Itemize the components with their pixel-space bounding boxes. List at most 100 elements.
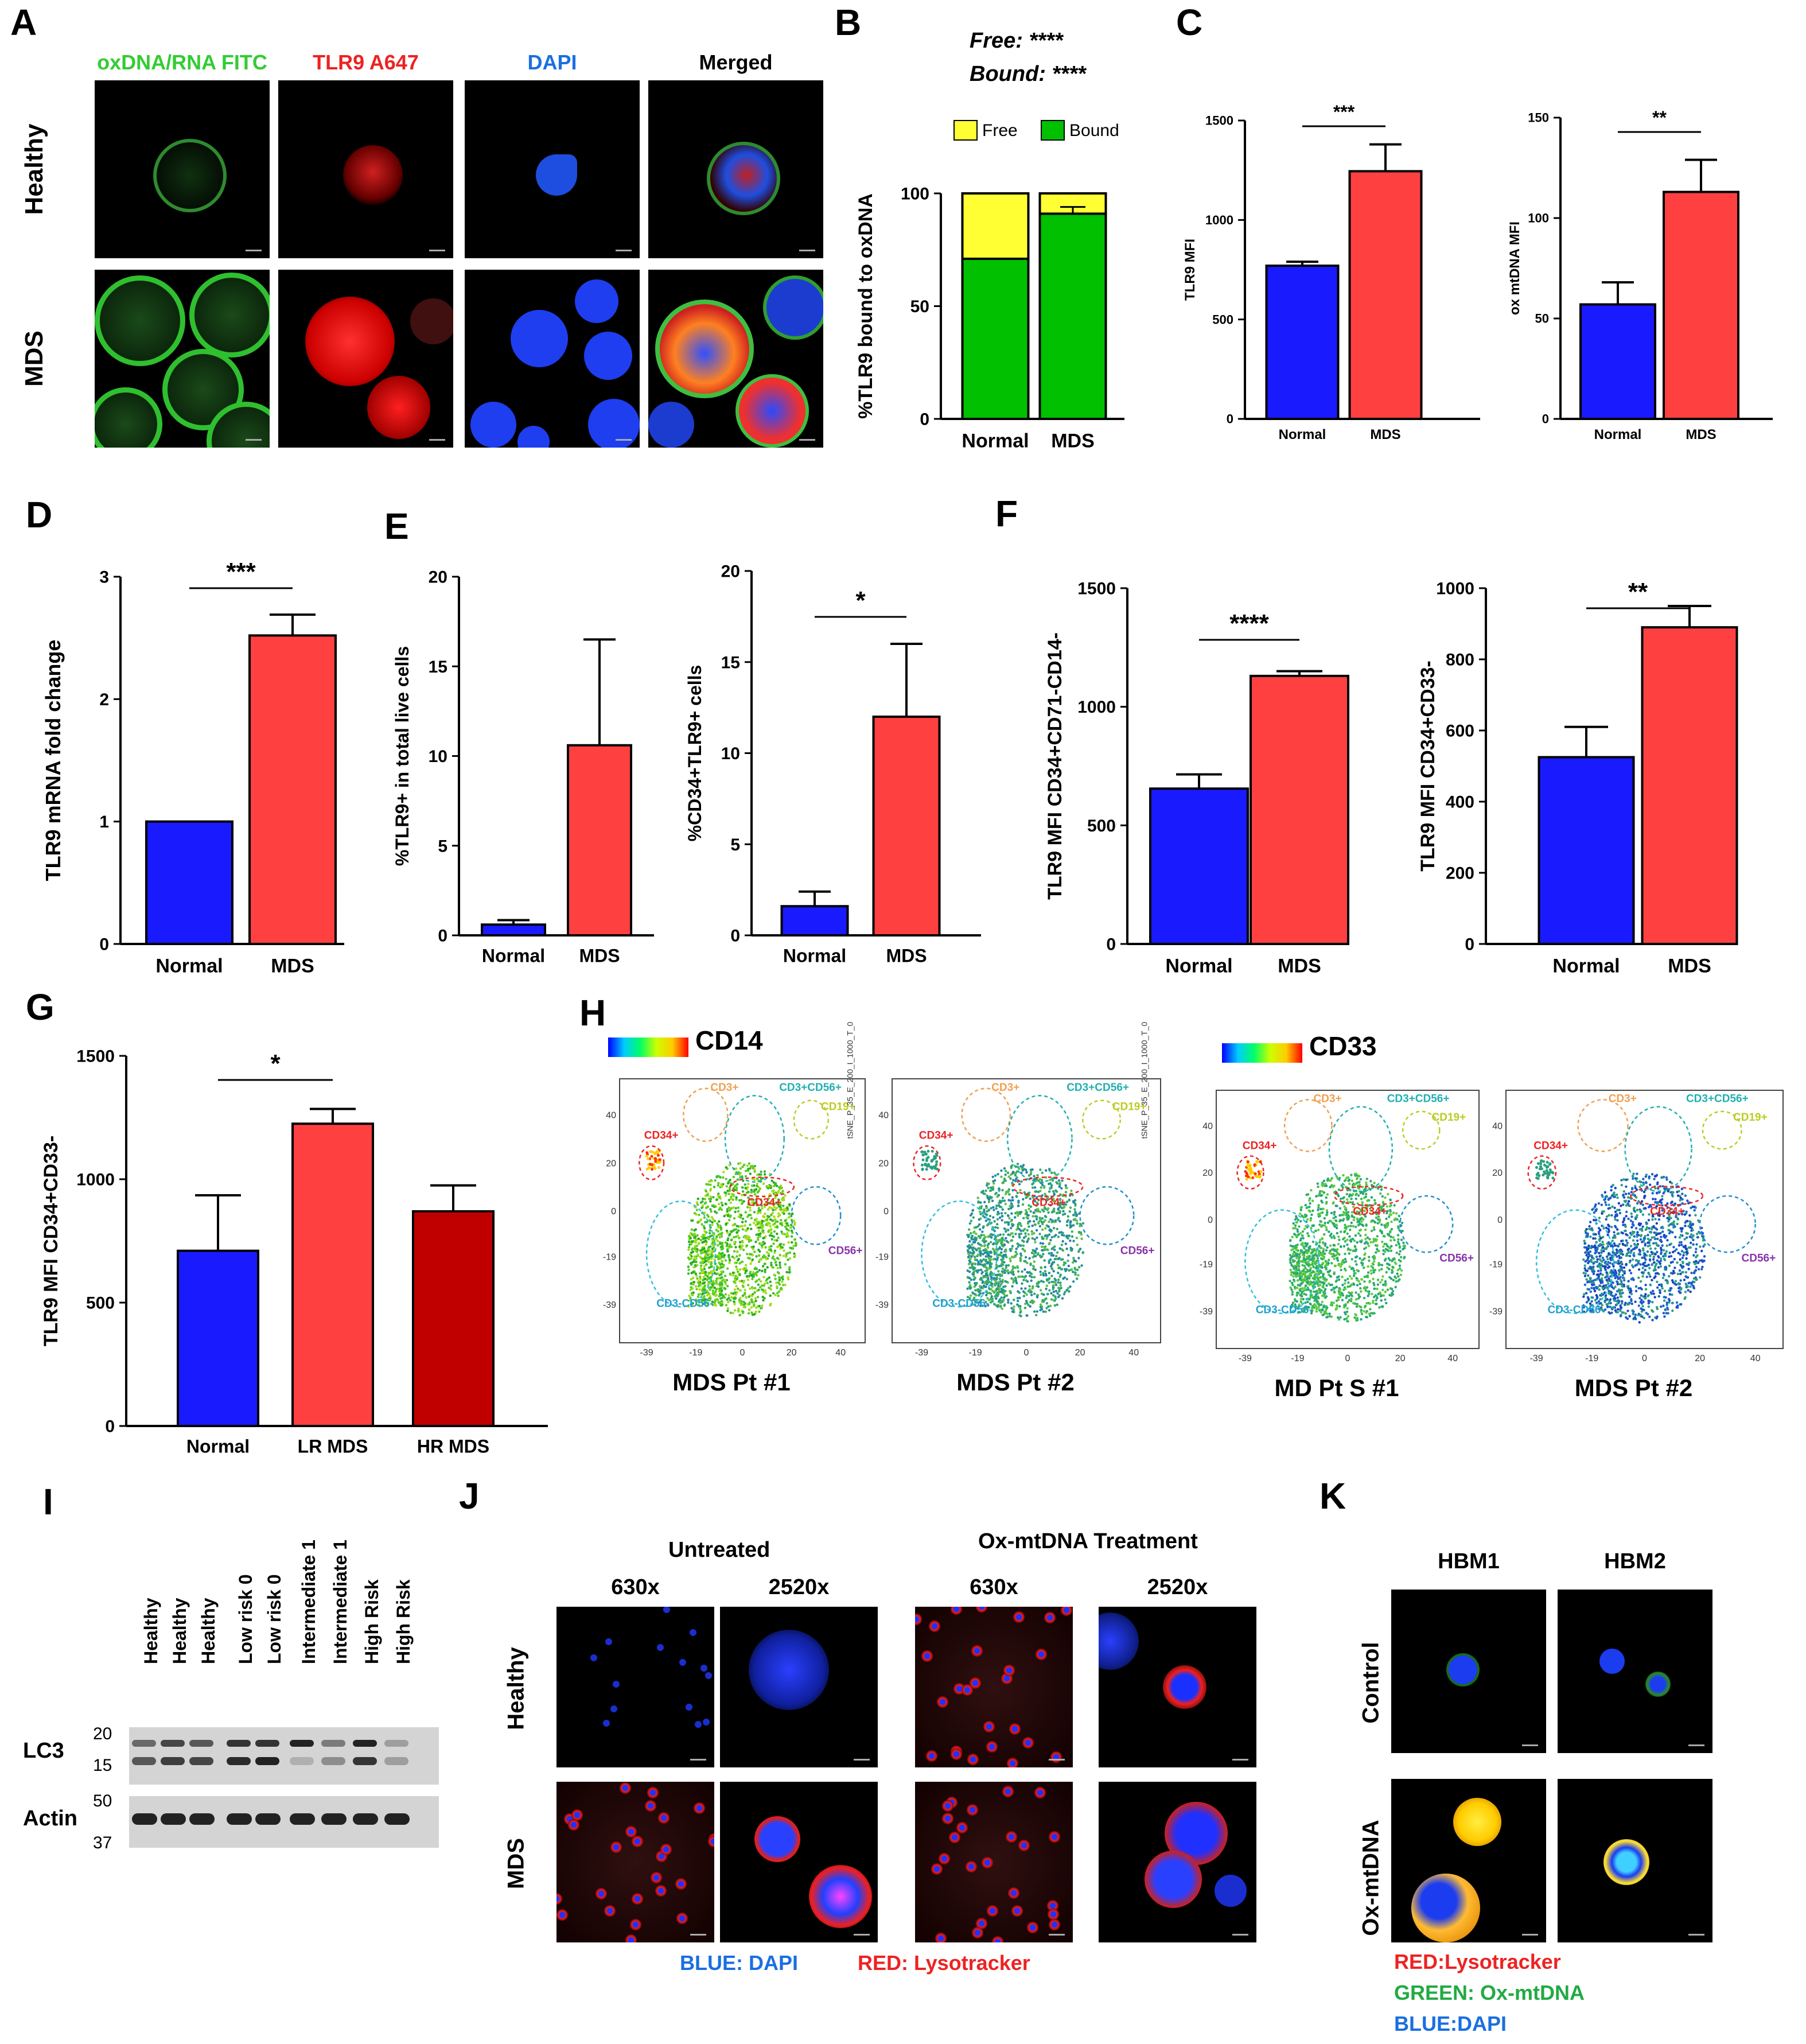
tsne-point: [1293, 1254, 1297, 1258]
tsne-point: [1356, 1174, 1359, 1177]
tsne-point: [1305, 1225, 1307, 1227]
tsne-point: [1290, 1273, 1293, 1276]
tsne-point: [1348, 1182, 1351, 1186]
y-axis-label: TLR9 MFI CD34+CD71-CD14-: [1044, 632, 1066, 900]
category-label: Normal: [783, 945, 846, 966]
tsne-point: [1370, 1272, 1373, 1275]
tsne-point: [711, 1283, 714, 1286]
tsne-point: [696, 1295, 700, 1299]
tsne-point: [748, 1162, 751, 1165]
tsne-point: [1344, 1282, 1346, 1285]
tsne-point: [1598, 1235, 1601, 1238]
tsne-point: [715, 1176, 718, 1179]
tsne-point: [986, 1273, 989, 1277]
tsne-point: [1043, 1206, 1046, 1208]
tsne-point: [1064, 1186, 1068, 1190]
tsne-point: [773, 1206, 776, 1209]
tsne-point: [1310, 1310, 1313, 1313]
y-tick-label: 600: [1446, 722, 1474, 741]
tsne-point: [762, 1254, 765, 1257]
tsne-point: [1295, 1254, 1298, 1257]
bar-normal: [1579, 303, 1656, 420]
y-tick-label: 800: [1446, 651, 1474, 670]
tsne-point: [1299, 1300, 1302, 1303]
tsne-point: [758, 1187, 761, 1190]
tsne-point: [714, 1303, 717, 1306]
tsne-point: [734, 1296, 737, 1299]
tsne-point: [1328, 1230, 1330, 1233]
tsne-point: [760, 1204, 763, 1207]
tsne-point: [1029, 1291, 1032, 1294]
tsne-point: [1058, 1275, 1061, 1279]
tsne-point: [1001, 1307, 1003, 1310]
tsne-point: [1053, 1245, 1056, 1248]
tsne-point: [1307, 1306, 1310, 1309]
tsne-point: [1007, 1214, 1010, 1218]
tsne-point: [1307, 1246, 1310, 1249]
tsne-point: [1290, 1281, 1294, 1284]
tsne-point: [1041, 1217, 1044, 1220]
tsne-point: [1011, 1171, 1015, 1173]
tsne-point: [1295, 1249, 1298, 1252]
tsne-point: [1346, 1319, 1349, 1323]
tsne-point: [1310, 1226, 1313, 1230]
tsne-point: [997, 1284, 1000, 1287]
tsne-point: [988, 1214, 992, 1218]
tsne-point: [1367, 1265, 1369, 1268]
tsne-point: [998, 1238, 1001, 1242]
tsne-point: [980, 1207, 983, 1210]
tsne-point: [1347, 1247, 1350, 1250]
tsne-point: [720, 1183, 723, 1186]
y-axis-label: %CD34+TLR9+ cells: [684, 665, 705, 842]
tsne-point: [749, 1209, 752, 1212]
tsne-point: [1054, 1289, 1058, 1293]
tsne-point: [1378, 1306, 1381, 1309]
tsne-point: [1020, 1171, 1023, 1175]
tsne-point: [1313, 1248, 1315, 1251]
tsne-point: [979, 1201, 982, 1204]
tsne-point: [1373, 1228, 1376, 1231]
tsne-point: [1338, 1207, 1342, 1210]
tsne-point: [989, 1301, 992, 1304]
tsne-point: [984, 1189, 987, 1192]
tsne-point: [1322, 1248, 1325, 1250]
tsne-point: [1365, 1224, 1368, 1227]
tsne-point: [1003, 1304, 1006, 1307]
tsne-point: [1045, 1287, 1048, 1291]
tsne-point: [996, 1195, 999, 1198]
tsne-point: [779, 1266, 782, 1269]
tsne-point: [982, 1292, 984, 1295]
tsne-point: [785, 1253, 788, 1256]
tsne-point: [769, 1225, 772, 1228]
tsne-point: [931, 1149, 934, 1153]
tsne-point: [1322, 1273, 1325, 1276]
tsne-point: [713, 1286, 716, 1289]
tsne-point: [1356, 1241, 1359, 1244]
tsne-point: [1325, 1213, 1329, 1217]
tsne-point: [649, 1150, 652, 1153]
tsne-point: [1079, 1231, 1083, 1234]
tsne-point: [709, 1189, 712, 1192]
tsne-point: [723, 1191, 726, 1194]
tsne-point: [1045, 1307, 1048, 1309]
tsne-point: [1616, 1255, 1618, 1258]
tsne-point: [754, 1240, 757, 1244]
tsne-point: [1379, 1295, 1383, 1297]
tsne-point: [1333, 1272, 1336, 1276]
tsne-point: [969, 1287, 972, 1290]
tsne-point: [1289, 1258, 1291, 1261]
tsne-point: [1673, 1249, 1676, 1253]
tsne-point: [978, 1290, 980, 1293]
tsne-point: [658, 1161, 661, 1164]
tsne-point: [1356, 1181, 1359, 1184]
tsne-point: [758, 1258, 761, 1261]
tsne-point: [703, 1233, 706, 1237]
bar-mds: [248, 634, 337, 945]
tsne-point: [1330, 1220, 1333, 1223]
tsne-point: [737, 1310, 740, 1313]
tsne-point: [1042, 1253, 1045, 1256]
tsne-point: [1383, 1259, 1387, 1262]
tsne-point: [968, 1266, 971, 1269]
tsne-point: [1001, 1219, 1003, 1222]
